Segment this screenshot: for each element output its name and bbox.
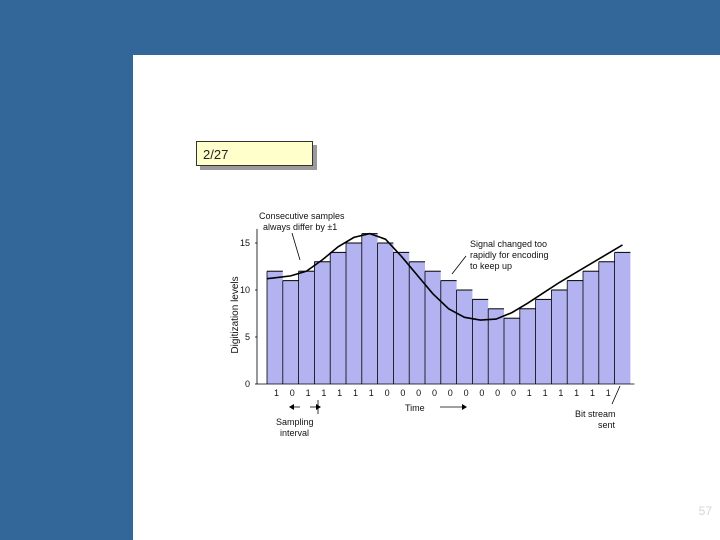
annotation-consecutive-1: Consecutive samples bbox=[259, 211, 345, 221]
bit-label: 1 bbox=[353, 388, 358, 398]
bit-label: 0 bbox=[416, 388, 421, 398]
level-bar bbox=[377, 243, 394, 384]
level-bar bbox=[346, 243, 362, 384]
bit-label: 1 bbox=[527, 388, 532, 398]
sampling-arrowhead-right bbox=[316, 404, 321, 410]
bit-label: 0 bbox=[448, 388, 453, 398]
bit-label: 1 bbox=[337, 388, 342, 398]
bit-label: 1 bbox=[558, 388, 563, 398]
annotation-sampling-2: interval bbox=[280, 428, 309, 438]
level-bar bbox=[282, 280, 299, 384]
level-bar bbox=[361, 233, 378, 384]
level-bar bbox=[504, 318, 520, 384]
level-bar bbox=[598, 261, 615, 384]
level-bar bbox=[472, 299, 489, 384]
level-bar bbox=[298, 271, 315, 384]
level-bar bbox=[330, 252, 346, 384]
level-bar bbox=[535, 299, 552, 384]
y-tick-label: 0 bbox=[245, 379, 250, 389]
annotation-sampling-1: Sampling bbox=[276, 417, 314, 427]
level-bar bbox=[425, 271, 441, 384]
level-bar bbox=[393, 252, 410, 384]
level-bar bbox=[409, 261, 425, 384]
level-bar bbox=[456, 290, 473, 384]
bit-label: 0 bbox=[464, 388, 469, 398]
bit-label: 0 bbox=[432, 388, 437, 398]
level-bar bbox=[519, 308, 536, 384]
level-bar bbox=[488, 308, 504, 384]
level-bar bbox=[314, 261, 331, 384]
analog-signal-curve bbox=[266, 232, 623, 321]
bit-label: 0 bbox=[495, 388, 500, 398]
annotation-bitstream-2: sent bbox=[598, 420, 616, 430]
bit-label: 0 bbox=[290, 388, 295, 398]
bit-label: 1 bbox=[606, 388, 611, 398]
bit-label: 0 bbox=[479, 388, 484, 398]
time-arrowhead bbox=[462, 404, 467, 410]
y-tick-label: 5 bbox=[245, 332, 250, 342]
level-bar bbox=[583, 271, 599, 384]
bit-label: 1 bbox=[574, 388, 579, 398]
y-tick-label: 15 bbox=[240, 238, 250, 248]
level-bar bbox=[267, 271, 283, 384]
annotation-consecutive-pointer bbox=[291, 232, 301, 261]
bit-label: 1 bbox=[306, 388, 311, 398]
level-bar bbox=[567, 280, 583, 384]
bit-label: 0 bbox=[400, 388, 405, 398]
y-axis-label: Digitization levels bbox=[230, 276, 241, 353]
slide-tag: 2/27 bbox=[196, 141, 313, 166]
level-bar bbox=[440, 280, 457, 384]
annotation-signal-changed-1: Signal changed too bbox=[470, 239, 547, 249]
sampling-arrowhead-left bbox=[289, 404, 294, 410]
annotation-signal-changed-2: rapidly for encoding bbox=[470, 250, 549, 260]
level-bar bbox=[614, 252, 631, 384]
annotation-bitstream-1: Bit stream bbox=[575, 409, 616, 419]
bit-label: 1 bbox=[590, 388, 595, 398]
bit-label: 1 bbox=[543, 388, 548, 398]
bitstream-pointer bbox=[611, 385, 621, 405]
bit-label: 0 bbox=[385, 388, 390, 398]
annotation-signal-changed-3: to keep up bbox=[470, 261, 512, 271]
level-bar bbox=[551, 290, 568, 384]
bit-label: 1 bbox=[369, 388, 374, 398]
annotation-signal-changed-pointer bbox=[451, 255, 467, 275]
x-axis-label: Time bbox=[405, 403, 425, 413]
annotation-consecutive-2: always differ by ±1 bbox=[263, 222, 337, 232]
bit-label: 1 bbox=[321, 388, 326, 398]
page-number: 57 bbox=[698, 504, 712, 518]
bit-label: 1 bbox=[274, 388, 279, 398]
bit-label: 0 bbox=[511, 388, 516, 398]
y-tick-label: 10 bbox=[240, 285, 250, 295]
